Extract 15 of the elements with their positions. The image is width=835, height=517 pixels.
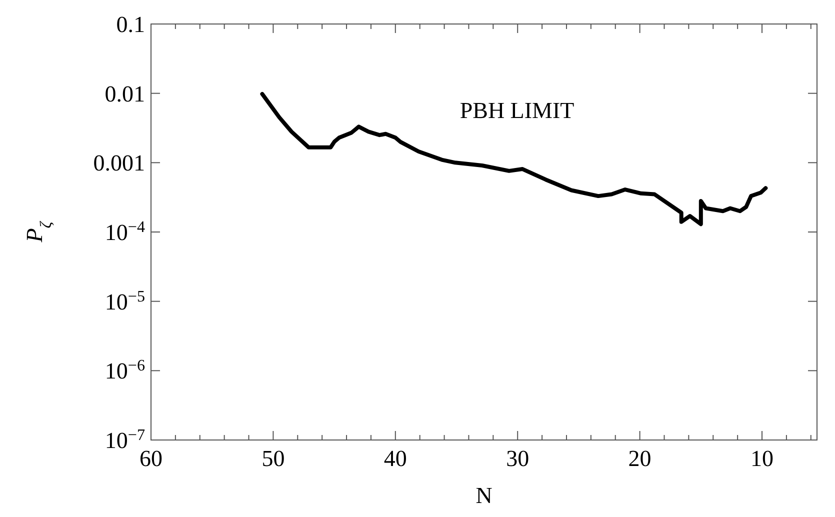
y-tick-label: 10$^{−5}$ (104, 288, 145, 314)
y-tick-label: 10$^{−4}$ (104, 218, 145, 245)
y-tick-label: 0.1 (116, 12, 145, 37)
x-tick-label: 60 (140, 446, 162, 471)
line-series (260, 92, 768, 226)
x-axis-title: N (476, 483, 493, 508)
annotation: PBH LIMIT (460, 98, 574, 123)
y-tick-label: 10$^{−6}$ (104, 357, 145, 384)
x-tick-label: 30 (506, 446, 530, 471)
y-tick-label: 0.001 (93, 150, 145, 176)
x-tick-label: 40 (384, 446, 407, 471)
x-tick-label: 50 (262, 446, 285, 471)
y-tick-label: 0.01 (104, 81, 145, 106)
x-tick-label: 10 (750, 446, 774, 471)
x-tick-label: 20 (628, 446, 652, 471)
